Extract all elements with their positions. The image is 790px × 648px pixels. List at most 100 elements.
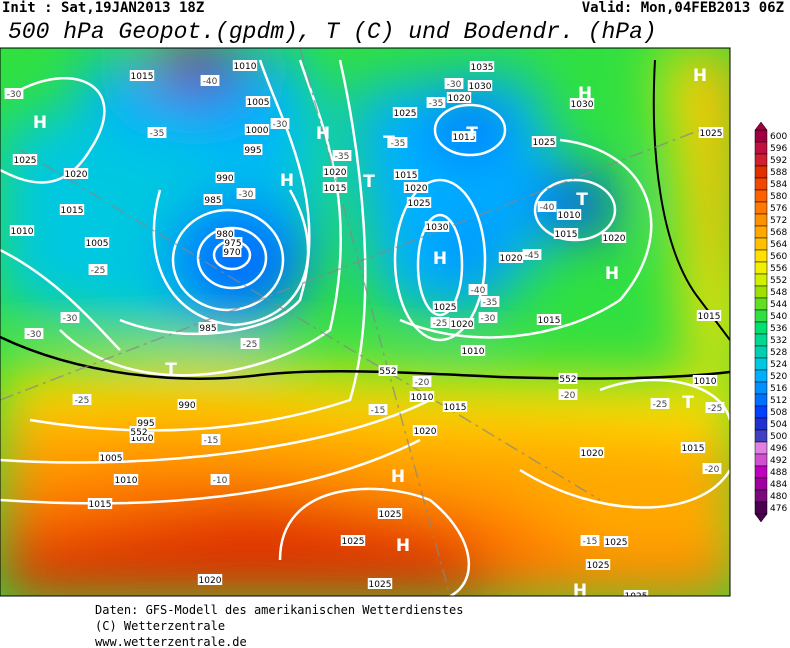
legend-swatch (754, 249, 768, 263)
temperature-label: -40 (540, 203, 555, 213)
temperature-label-box (72, 394, 92, 405)
isobar-label: 1000 (131, 434, 154, 444)
isobar-label: 1020 (414, 427, 437, 437)
temperature-label: -45 (525, 251, 540, 261)
isobar-label-box (460, 345, 486, 356)
pressure-center: H (578, 84, 592, 104)
isobar-label-box (603, 536, 629, 547)
legend-swatch (754, 273, 768, 287)
isobar-label: 1020 (65, 170, 88, 180)
temperature-label: -30 (63, 314, 78, 324)
temperature-label: -20 (415, 378, 430, 388)
isobar-label: 1025 (379, 510, 402, 520)
isobar-label-box (177, 399, 197, 410)
isobar-label: 1015 (324, 184, 347, 194)
legend-swatch (754, 141, 768, 155)
legend-label: 500 (770, 432, 787, 442)
isobar-label-box (449, 318, 475, 329)
temperature-label-box (702, 463, 722, 474)
temperature-label-box (412, 376, 432, 387)
legend-label: 564 (770, 240, 787, 250)
isobar-label: 1015 (89, 500, 112, 510)
legend-label: 592 (770, 156, 787, 166)
temperature-label: -30 (27, 330, 42, 340)
temperature-label-box (558, 389, 578, 400)
isobar-label: 1020 (581, 449, 604, 459)
isobars (0, 59, 730, 596)
isobar-label-box (12, 154, 38, 165)
isobar-label-box (129, 70, 155, 81)
contour-552 (0, 335, 730, 380)
legend-swatch (754, 153, 768, 167)
temperature-label-box (270, 118, 290, 129)
temperature-label-box (705, 402, 725, 413)
isobar-label: 1025 (533, 138, 556, 148)
footer-line: (C) Wetterzentrale (95, 619, 225, 633)
isobar-label-box (696, 310, 722, 321)
isobar-label-box (322, 182, 348, 193)
legend-swatch (754, 441, 768, 455)
legend-swatch (754, 297, 768, 311)
temperature-label-box (468, 284, 488, 295)
isobar-label-box (692, 375, 718, 386)
temperature-label: -30 (447, 80, 462, 90)
legend-swatch (754, 165, 768, 179)
isobar-label-box (409, 391, 435, 402)
isobar-label-box (451, 131, 477, 142)
legend-label: 560 (770, 252, 787, 262)
legend-swatch (754, 285, 768, 299)
isobar-label-box (377, 508, 403, 519)
isobar-label-box (601, 232, 627, 243)
isobar-label: 1015 (444, 403, 467, 413)
legend-arrow-bottom (754, 513, 768, 523)
legend-swatch (754, 453, 768, 467)
legend-label: 584 (770, 180, 787, 190)
isobar-label-box (245, 96, 271, 107)
temperature-label-box (147, 127, 167, 138)
legend-label: 532 (770, 336, 787, 346)
isobar-label-box (59, 204, 85, 215)
isobar-label: 1025 (700, 129, 723, 139)
legend-swatch (754, 381, 768, 395)
pressure-center: H (316, 124, 330, 144)
isobar-label-box (406, 197, 432, 208)
legend-label: 568 (770, 228, 787, 238)
legend-swatch (754, 333, 768, 347)
temperature-lines (0, 48, 701, 596)
temperature-label: -40 (471, 286, 486, 296)
isobar-label-box (232, 60, 258, 71)
isobar-label-box (136, 417, 156, 428)
legend-label: 600 (770, 132, 787, 142)
contour-label: 552 (130, 428, 147, 438)
isobar-label: 990 (216, 174, 233, 184)
isobar-label: 1015 (131, 72, 154, 82)
legend-swatch (754, 177, 768, 191)
isobar-label: 1010 (462, 347, 485, 357)
isobar-label-box (569, 98, 595, 109)
legend-swatch (754, 129, 768, 143)
isobar-label: 1035 (471, 63, 494, 73)
legend-swatch (754, 465, 768, 479)
pressure-center: H (33, 113, 47, 133)
isobar-label: 1030 (469, 82, 492, 92)
legend-swatch (754, 477, 768, 491)
isobar-label: 1025 (369, 580, 392, 590)
isobar-label: 1010 (558, 211, 581, 221)
temperature-label: -30 (481, 314, 496, 324)
legend-label: 504 (770, 420, 787, 430)
temperature-label: -25 (75, 396, 90, 406)
temperature-label: -30 (7, 90, 22, 100)
isobar-label: 990 (178, 401, 195, 411)
legend-label: 524 (770, 360, 787, 370)
isobar-label-box (322, 166, 348, 177)
isobar-label-box (412, 425, 438, 436)
temperature-label: -35 (391, 139, 406, 149)
isobar-label-box (432, 301, 458, 312)
pressure-center: H (605, 264, 619, 284)
legend-label: 580 (770, 192, 787, 202)
legend-label: 480 (770, 492, 787, 502)
isobar-label-box (556, 209, 582, 220)
legend-swatch (754, 261, 768, 275)
legend-label: 588 (770, 168, 787, 178)
